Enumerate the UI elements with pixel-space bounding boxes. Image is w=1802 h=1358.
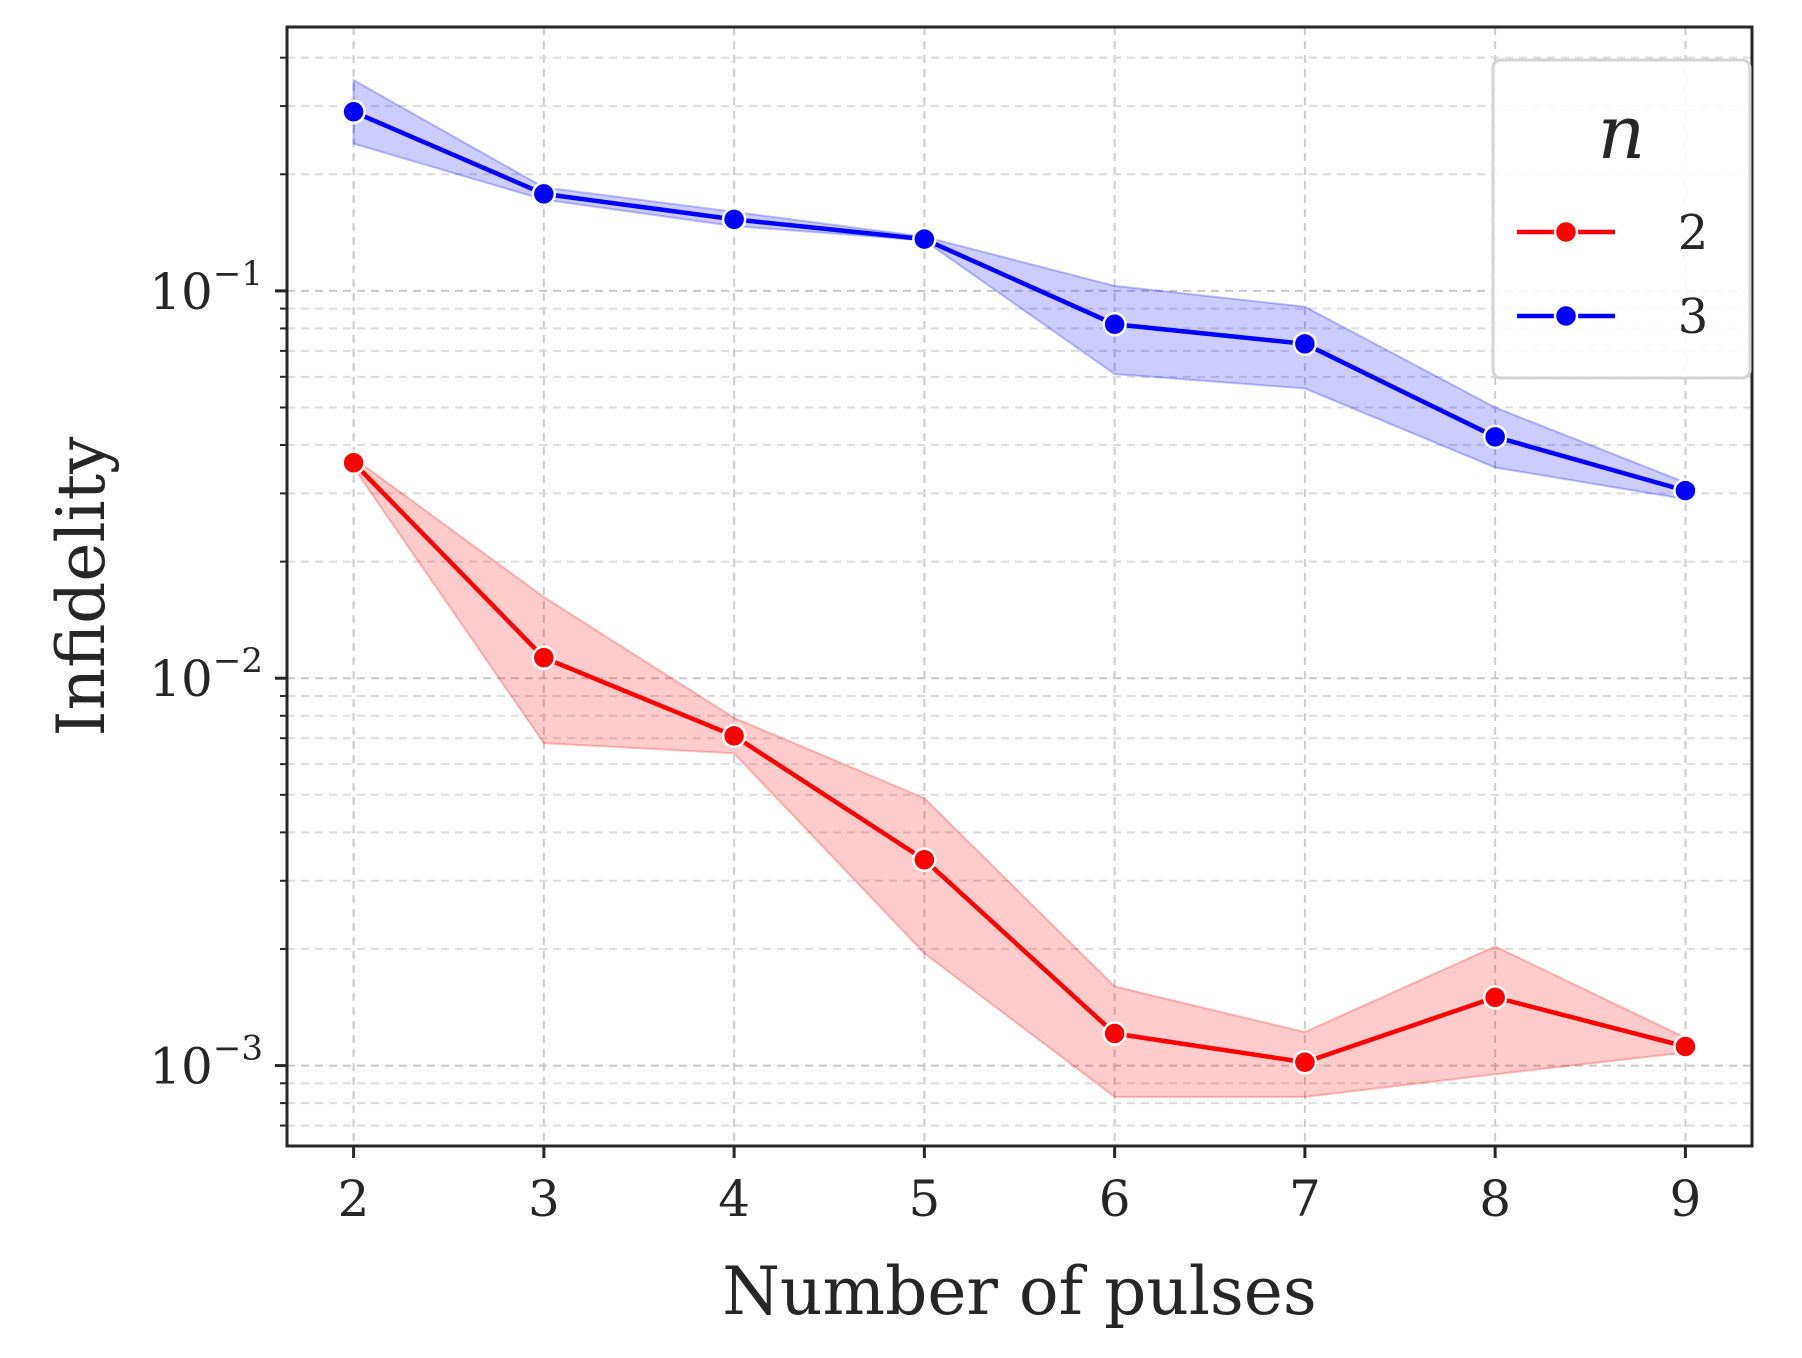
series-lines — [351, 109, 1687, 1065]
y-tick-labels: 10−1 10−2 10−3 — [149, 254, 263, 1096]
legend-label-3: 3 — [1678, 289, 1709, 345]
legend-box — [1491, 58, 1752, 380]
legend: n 23 — [1491, 58, 1752, 380]
x-tick-label: 2 — [338, 1170, 370, 1228]
legend-marker-3 — [1553, 303, 1579, 329]
y-axis-label: Infidelity — [43, 436, 120, 737]
data-point-series-3 — [721, 207, 747, 232]
y-tick-label: 10−2 — [149, 641, 263, 708]
legend-label-2: 2 — [1678, 205, 1709, 261]
data-point-series-3 — [1292, 331, 1318, 357]
data-point-series-2 — [721, 723, 747, 749]
legend-entry-3: 3 — [1517, 289, 1708, 345]
data-point-series-3 — [341, 99, 366, 125]
data-point-series-2 — [912, 847, 937, 872]
x-tick-labels: 2 3 4 5 6 7 8 9 — [338, 1170, 1702, 1228]
x-tick-label: 6 — [1099, 1170, 1131, 1228]
x-tick-label: 8 — [1479, 1170, 1511, 1228]
data-point-series-2 — [341, 450, 366, 475]
legend-entries: 23 — [1517, 205, 1708, 345]
y-tick-label: 10−3 — [149, 1029, 263, 1096]
axis-ticks — [275, 56, 1687, 1158]
series-line-2 — [351, 461, 1686, 1065]
data-point-series-3 — [912, 226, 937, 252]
legend-entry-2: 2 — [1517, 205, 1708, 261]
data-point-series-3 — [1673, 478, 1698, 503]
data-point-series-2 — [1102, 1021, 1127, 1046]
data-point-series-3 — [1482, 424, 1508, 450]
data-point-series-3 — [1102, 312, 1127, 337]
data-point-series-2 — [1673, 1034, 1698, 1059]
data-point-series-2 — [1482, 985, 1508, 1010]
x-axis-label: Number of pulses — [722, 1253, 1316, 1330]
data-point-series-3 — [531, 181, 557, 207]
plot-frame — [285, 25, 1754, 1148]
data-point-series-2 — [1292, 1050, 1318, 1075]
x-tick-label: 5 — [908, 1170, 940, 1228]
series-line-3 — [352, 109, 1687, 493]
data-point-series-2 — [531, 645, 557, 670]
x-tick-label: 9 — [1670, 1170, 1702, 1228]
legend-title: n — [1598, 90, 1646, 176]
x-tick-label: 7 — [1289, 1170, 1321, 1228]
legend-marker-2 — [1553, 219, 1579, 245]
series-markers — [341, 99, 1698, 1075]
y-tick-label: 10−1 — [149, 254, 263, 321]
x-tick-label: 4 — [718, 1170, 750, 1228]
x-tick-label: 3 — [528, 1170, 560, 1228]
